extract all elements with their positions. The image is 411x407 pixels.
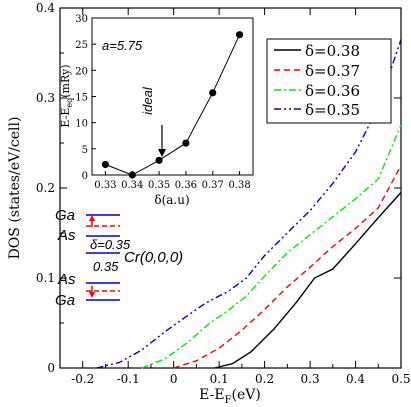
inset-ideal-label: ideal [140,86,155,115]
inset-data-point [128,171,136,179]
main-x-tick-label: 0.2 [255,372,274,386]
inset-y-label-unit: (mRy) [59,64,72,97]
schematic-down-arrowhead [89,292,95,298]
main-x-tick-label: 0.4 [346,372,365,386]
inset-data-point [236,31,244,39]
inset-data-point [101,160,109,169]
main-x-label-main: E-E [199,387,224,403]
main-y-tick-label: 0.1 [36,271,55,285]
inset-data-point [155,156,163,164]
inset-ideal-arrowhead [158,149,166,157]
schematic-upper-delta-label: δ=0.35 [90,237,131,252]
legend-label-035: δ=0.35 [305,101,360,119]
main-y-tick-label: 0.2 [36,181,55,195]
main-y-tick-label: 0 [47,361,55,375]
legend: δ=0.38 δ=0.37 δ=0.36 δ=0.35 [266,38,392,124]
schematic-lower-gap-label: 0.35 [93,259,119,274]
main-x-label-unit: (eV) [232,387,261,403]
inset-y-tick-label: 5 [82,145,88,156]
schematic-top-ga-label: Ga [55,207,75,224]
schematic-bottom-ga-label: Ga [55,292,75,309]
main-series-group [96,39,402,369]
inset-y-tick-label: 25 [75,40,88,51]
inset-x-tick-label: 0.37 [202,180,224,191]
main-x-axis-label: E-EF(eV) [199,387,261,406]
inset-y-axis-label: E-Eeq(mRy) [59,64,74,127]
inset-y-tick-label: 15 [75,93,88,104]
schematic-lower-as-label: As [57,271,76,288]
main-series-line-0 [214,192,402,369]
schematic-upper-as-label: As [57,227,76,244]
inset-y-label-sub: eq [65,98,74,108]
main-series-line-2 [141,124,402,369]
inset-parameter-label: a=5.75 [102,38,143,53]
main-series-line-1 [173,165,402,369]
inset-y-tick-label: 10 [75,119,88,130]
main-x-tick-label: 0.3 [301,372,320,386]
main-x-tick-label: 0 [170,372,178,386]
schematic-up-arrowhead [89,215,95,221]
inset-data-point [182,139,190,147]
structure-schematic: Ga As δ=0.35 Cr(0,0,0) 0.35 As Ga [55,207,183,309]
main-y-tick-label: 0.4 [36,1,55,15]
main-series-line-3 [96,39,402,369]
inset-y-tick-label: 30 [75,14,88,25]
main-y-tick-label: 0.3 [36,91,55,105]
legend-label-038: δ=0.38 [305,42,360,60]
main-x-tick-label: 0.5 [391,372,410,386]
inset-frame [91,17,254,176]
inset-x-tick-label: 0.33 [94,180,116,191]
main-x-tick-label: 0.1 [210,372,229,386]
inset-x-tick-label: 0.36 [175,180,197,191]
inset-series-group [101,31,244,179]
inset-x-axis-label: δ(a.u) [154,193,189,207]
inset-series-line-0 [105,34,241,176]
inset-data-point [209,89,217,97]
legend-label-037: δ=0.37 [305,62,360,80]
inset-x-tick-label: 0.35 [148,180,170,191]
main-axis-ticks: -0.2 -0.1 0 0.1 0.2 0.3 0.4 0.5 0 0.1 0.2 0.3 0.4 [36,1,411,386]
inset-chart: 0.33 0.34 0.35 0.36 0.37 0.38 0 5 10 15 20 25 30 a=5… [59,14,254,207]
main-x-tick-label: -0.2 [71,372,94,386]
main-x-tick-label: -0.1 [117,372,140,386]
schematic-center-cr-label: Cr(0,0,0) [124,249,183,266]
legend-box [266,38,392,124]
main-x-label-sub: F [225,395,232,406]
main-y-axis-label: DOS (states/eV/cell) [7,117,23,260]
inset-y-tick-label: 0 [82,171,88,182]
inset-x-tick-label: 0.38 [228,180,250,191]
inset-x-tick-label: 0.34 [121,180,143,191]
inset-y-tick-label: 20 [75,66,88,77]
inset-y-label-main: E-E [59,108,72,128]
legend-label-036: δ=0.36 [305,82,360,100]
